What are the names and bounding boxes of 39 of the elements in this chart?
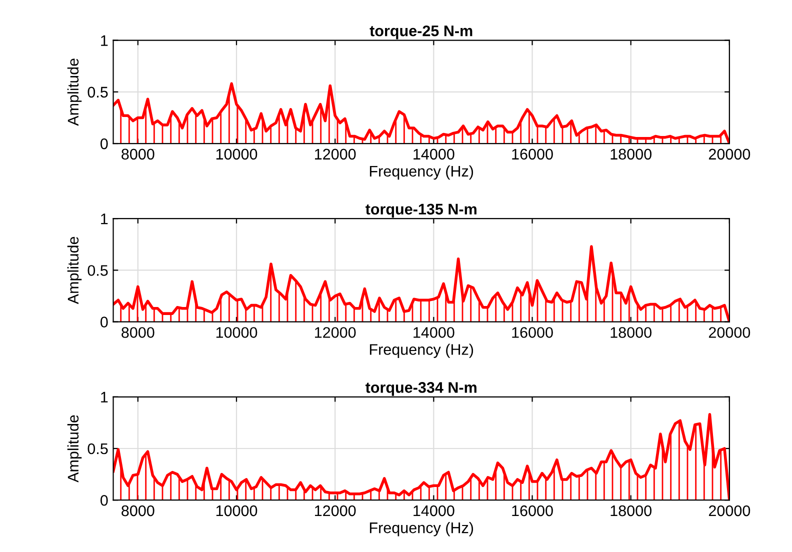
x-tick-label: 18000 [610,505,652,516]
x-tick-label: 14000 [414,327,454,338]
x-axis-title: Frequency (Hz) [370,165,474,180]
chart-title: torque-25 N-m [370,25,472,40]
y-tick-label: 1 [101,392,108,402]
x-tick-label: 12000 [315,327,356,338]
x-tick-label: 12000 [315,505,356,516]
x-axis-title: Frequency (Hz) [370,522,474,536]
x-tick-label: 16000 [512,327,553,338]
chart-title: torque-135 N-m [366,204,476,218]
y-tick-label: 0 [100,316,108,328]
y-tick-label: 0.5 [88,86,108,98]
x-tick-label: 10000 [216,148,258,160]
x-tick-label: 16000 [512,148,553,160]
x-tick-label: 8000 [122,505,154,516]
x-tick-label: 8000 [122,148,154,160]
y-tick-label: 0 [100,494,108,506]
y-tick-label: 1 [101,35,108,46]
x-tick-label: 18000 [610,148,652,160]
y-tick-label: 1 [101,214,108,224]
y-axis-title: Amplitude [67,58,82,126]
x-tick-label: 20000 [708,327,750,338]
x-tick-label: 20000 [708,148,750,160]
x-tick-label: 10000 [216,505,258,516]
y-tick-label: 0.5 [88,265,108,276]
chart-title: torque-334 N-m [366,382,476,396]
y-tick-label: 0.5 [88,443,108,454]
x-tick-label: 10000 [216,327,258,338]
y-axis-title: Amplitude [67,236,82,304]
y-tick-label: 0 [100,138,108,150]
x-tick-label: 14000 [414,148,454,160]
x-tick-label: 20000 [708,505,750,516]
x-axis-title: Frequency (Hz) [370,344,474,358]
x-tick-label: 18000 [610,327,652,338]
y-axis-title: Amplitude [67,415,82,482]
x-tick-label: 12000 [315,148,356,160]
x-tick-label: 8000 [122,327,154,338]
x-tick-label: 16000 [512,505,553,516]
x-tick-label: 14000 [414,505,454,516]
